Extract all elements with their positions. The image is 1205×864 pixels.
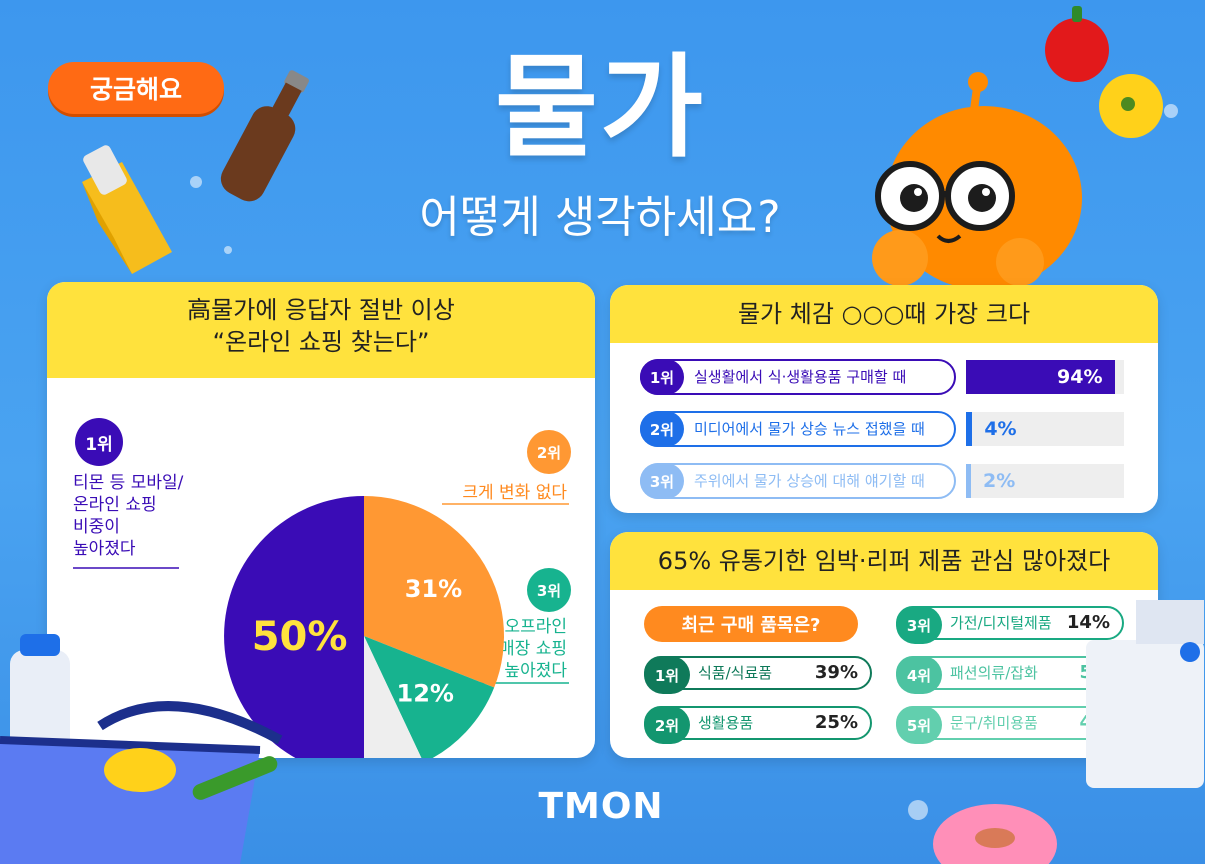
rank-2-circle: 2위 bbox=[527, 430, 571, 474]
recent-purchase-panel: 65% 유통기한 임박·리퍼 제품 관심 많아졌다 최근 구매 품목은? 1위 식… bbox=[610, 532, 1158, 758]
donut-illustration bbox=[933, 804, 1057, 864]
purchase-title: 65% 유통기한 임박·리퍼 제품 관심 많아졌다 bbox=[610, 532, 1158, 590]
pie-chart-subtitle: “온라인 쇼핑 찾는다” bbox=[212, 328, 430, 357]
juice-box-illustration bbox=[82, 145, 172, 274]
mascot-character bbox=[872, 72, 1082, 290]
pie-value-label-2: 31% bbox=[405, 575, 462, 603]
purchase-value-2: 25% bbox=[814, 712, 858, 733]
sauce-bottle-illustration bbox=[220, 70, 309, 202]
perception-rank-2: 2위 bbox=[640, 411, 684, 447]
rank-2-label: 크게 변화 없다 bbox=[462, 483, 567, 503]
page-title: 물가 bbox=[494, 43, 706, 173]
yellow-pepper-illustration bbox=[1099, 74, 1163, 138]
recent-purchase-tag: 최근 구매 품목은? bbox=[644, 606, 858, 642]
perception-rank-3: 3위 bbox=[640, 463, 684, 499]
bubble-decoration bbox=[224, 246, 232, 254]
bubble-decoration bbox=[190, 176, 202, 188]
perception-row-3: 3위 주위에서 물가 상승에 대해 얘기할 때 bbox=[640, 463, 956, 499]
purchase-label-1: 식품/식료품 bbox=[698, 664, 773, 682]
pie-chart-title: 高물가에 응답자 절반 이상 bbox=[187, 296, 455, 324]
perception-bar-2 bbox=[966, 412, 973, 446]
perception-bar-3 bbox=[966, 464, 971, 498]
purchase-rank-4: 4위 bbox=[896, 656, 942, 694]
perception-row-2: 2위 미디어에서 물가 상승 뉴스 접했을 때 bbox=[640, 411, 956, 447]
purchase-item-3: 3위 가전/디지털제품 14% bbox=[896, 606, 1124, 644]
purchase-item-1: 1위 식품/식료품 39% bbox=[644, 656, 872, 694]
perception-rank-1: 1위 bbox=[640, 359, 684, 395]
red-pepper-illustration bbox=[1045, 6, 1109, 82]
category-badge: 궁금해요 bbox=[48, 62, 224, 114]
pie-value-label-1: 50% bbox=[252, 614, 348, 660]
pie-chart: 31% 12% 50% bbox=[73, 496, 569, 758]
pie-slice-2 bbox=[364, 496, 504, 688]
purchase-item-2: 2위 생활용품 25% bbox=[644, 706, 872, 744]
purchase-label-3: 가전/디지털제품 bbox=[950, 614, 1052, 632]
purchase-rank-1: 1위 bbox=[644, 656, 690, 694]
pie-value-label-3: 12% bbox=[397, 680, 454, 708]
purchase-label-2: 생활용품 bbox=[698, 714, 754, 732]
purchase-label-4: 패션의류/잡화 bbox=[950, 664, 1038, 682]
perception-value-1: 94% bbox=[1057, 366, 1103, 388]
rank-1-circle: 1위 bbox=[75, 418, 123, 466]
pie-slice-3 bbox=[364, 636, 495, 758]
purchase-value-3: 14% bbox=[1066, 612, 1110, 633]
rank-3-circle: 3위 bbox=[527, 568, 571, 612]
tmon-logo: TMON bbox=[538, 786, 664, 827]
bubble-decoration bbox=[908, 800, 928, 820]
purchase-value-1: 39% bbox=[814, 662, 858, 683]
perception-bar-1 bbox=[966, 360, 1115, 394]
perception-bar-track-2: 4% bbox=[966, 412, 1124, 446]
pie-chart-header: 高물가에 응답자 절반 이상 “온라인 쇼핑 찾는다” bbox=[47, 282, 595, 378]
purchase-rank-2: 2위 bbox=[644, 706, 690, 744]
page-subtitle: 어떻게 생각하세요? bbox=[419, 192, 781, 243]
perception-label-2: 미디어에서 물가 상승 뉴스 접했을 때 bbox=[694, 420, 925, 438]
rank-1-label: 티몬 등 모바일/ 온라인 쇼핑 비중이 높아졌다 bbox=[73, 473, 184, 560]
purchase-rank-3: 3위 bbox=[896, 606, 942, 644]
online-shopping-panel: 高물가에 응답자 절반 이상 “온라인 쇼핑 찾는다” 1위 티몬 등 모바일/… bbox=[47, 282, 595, 758]
perception-label-1: 실생활에서 식·생활용품 구매할 때 bbox=[694, 368, 907, 386]
perception-bar-track-3: 2% bbox=[966, 464, 1124, 498]
bubble-decoration bbox=[1164, 104, 1178, 118]
perception-value-3: 2% bbox=[983, 470, 1016, 492]
perception-label-3: 주위에서 물가 상승에 대해 얘기할 때 bbox=[694, 472, 925, 490]
purchase-rank-5: 5위 bbox=[896, 706, 942, 744]
shopping-basket-illustration bbox=[0, 634, 283, 864]
perception-value-2: 4% bbox=[984, 418, 1017, 440]
price-perception-panel: 물가 체감 ○○○때 가장 크다 1위 실생활에서 식·생활용품 구매할 때 94%… bbox=[610, 285, 1158, 513]
bar-chart-title: 물가 체감 ○○○때 가장 크다 bbox=[610, 285, 1158, 343]
milk-carton-illustration bbox=[1086, 600, 1204, 788]
perception-row-1: 1위 실생활에서 식·생활용품 구매할 때 bbox=[640, 359, 956, 395]
purchase-label-5: 문구/취미용품 bbox=[950, 714, 1038, 732]
pie-slice-1 bbox=[224, 496, 364, 758]
perception-bar-track-1: 94% bbox=[966, 360, 1124, 394]
pie-slice-4 bbox=[364, 636, 422, 758]
